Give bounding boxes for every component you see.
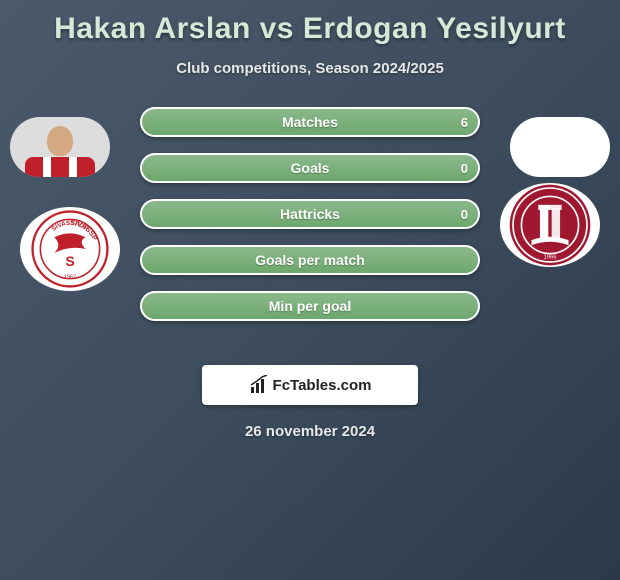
sivasspor-crest-icon: S SIVASSPOR SIVASSPOR 1967	[31, 210, 109, 288]
stat-label: Hattricks	[280, 206, 340, 222]
stat-label: Goals per match	[255, 252, 365, 268]
svg-text:1967: 1967	[64, 275, 76, 281]
player-photo-right	[510, 117, 610, 177]
subtitle: Club competitions, Season 2024/2025	[0, 60, 620, 77]
stat-label: Min per goal	[269, 298, 351, 314]
svg-text:S: S	[65, 253, 74, 269]
stat-label: Matches	[282, 114, 338, 130]
brand-text: FcTables.com	[273, 377, 372, 394]
date-text: 26 november 2024	[0, 423, 620, 440]
stat-value-right: 6	[461, 115, 468, 130]
stat-label: Goals	[291, 160, 330, 176]
stat-value-right: 0	[461, 207, 468, 222]
avatar	[10, 117, 110, 177]
chart-icon	[249, 375, 269, 395]
stat-bar: Goals per match	[140, 245, 480, 275]
stats-area: S SIVASSPOR SIVASSPOR 1967 1966	[0, 107, 620, 357]
stat-bar: Matches 6	[140, 107, 480, 137]
page-title: Hakan Arslan vs Erdogan Yesilyurt	[0, 0, 620, 46]
antalyaspor-crest-icon: 1966	[508, 183, 592, 267]
stat-bar: Min per goal	[140, 291, 480, 321]
team-badge-right: 1966	[500, 183, 600, 267]
stat-bar: Hattricks 0	[140, 199, 480, 229]
player-photo-left	[10, 117, 110, 177]
stat-value-right: 0	[461, 161, 468, 176]
team-badge-left: S SIVASSPOR SIVASSPOR 1967	[20, 207, 120, 291]
brand-card: FcTables.com	[202, 365, 418, 405]
svg-text:1966: 1966	[543, 255, 556, 261]
stat-bar: Goals 0	[140, 153, 480, 183]
